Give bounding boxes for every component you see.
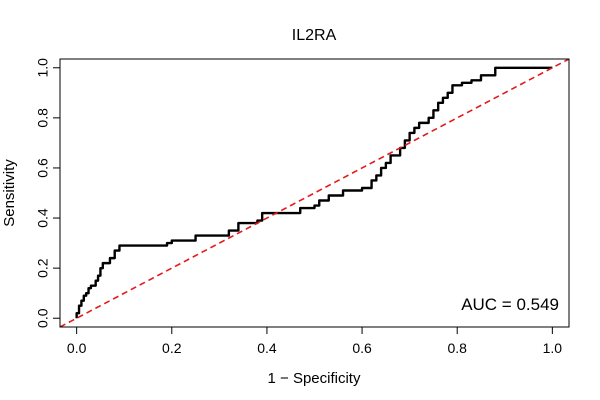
x-tick-label: 0.2: [162, 340, 182, 356]
y-tick-label: 0.0: [35, 308, 51, 328]
y-tick-label: 1.0: [35, 58, 51, 78]
roc-curve-line: [75, 66, 553, 319]
plot-area: [59, 58, 570, 328]
y-tick-label: 0.4: [35, 208, 51, 228]
x-tick-label: 1.0: [543, 340, 563, 356]
x-axis: 0.0 0.2 0.4 0.6 0.8 1.0: [67, 326, 563, 356]
x-tick-label: 0.8: [447, 340, 467, 356]
x-axis-label: 1 − Specificity: [268, 370, 361, 387]
y-axis: 0.0 0.2 0.4 0.6 0.8 1.0: [35, 58, 61, 328]
x-tick-label: 0.4: [257, 340, 277, 356]
x-tick-label: 0.0: [67, 340, 87, 356]
plot-frame: [59, 58, 570, 328]
auc-annotation: AUC = 0.549: [461, 295, 559, 314]
reference-diagonal-line: [60, 59, 569, 327]
y-tick-label: 0.6: [35, 158, 51, 178]
y-tick-label: 0.2: [35, 258, 51, 278]
x-tick-label: 0.6: [352, 340, 372, 356]
chart-title: IL2RA: [292, 27, 337, 44]
y-tick-label: 0.8: [35, 108, 51, 128]
y-axis-label: Sensitivity: [1, 159, 18, 227]
